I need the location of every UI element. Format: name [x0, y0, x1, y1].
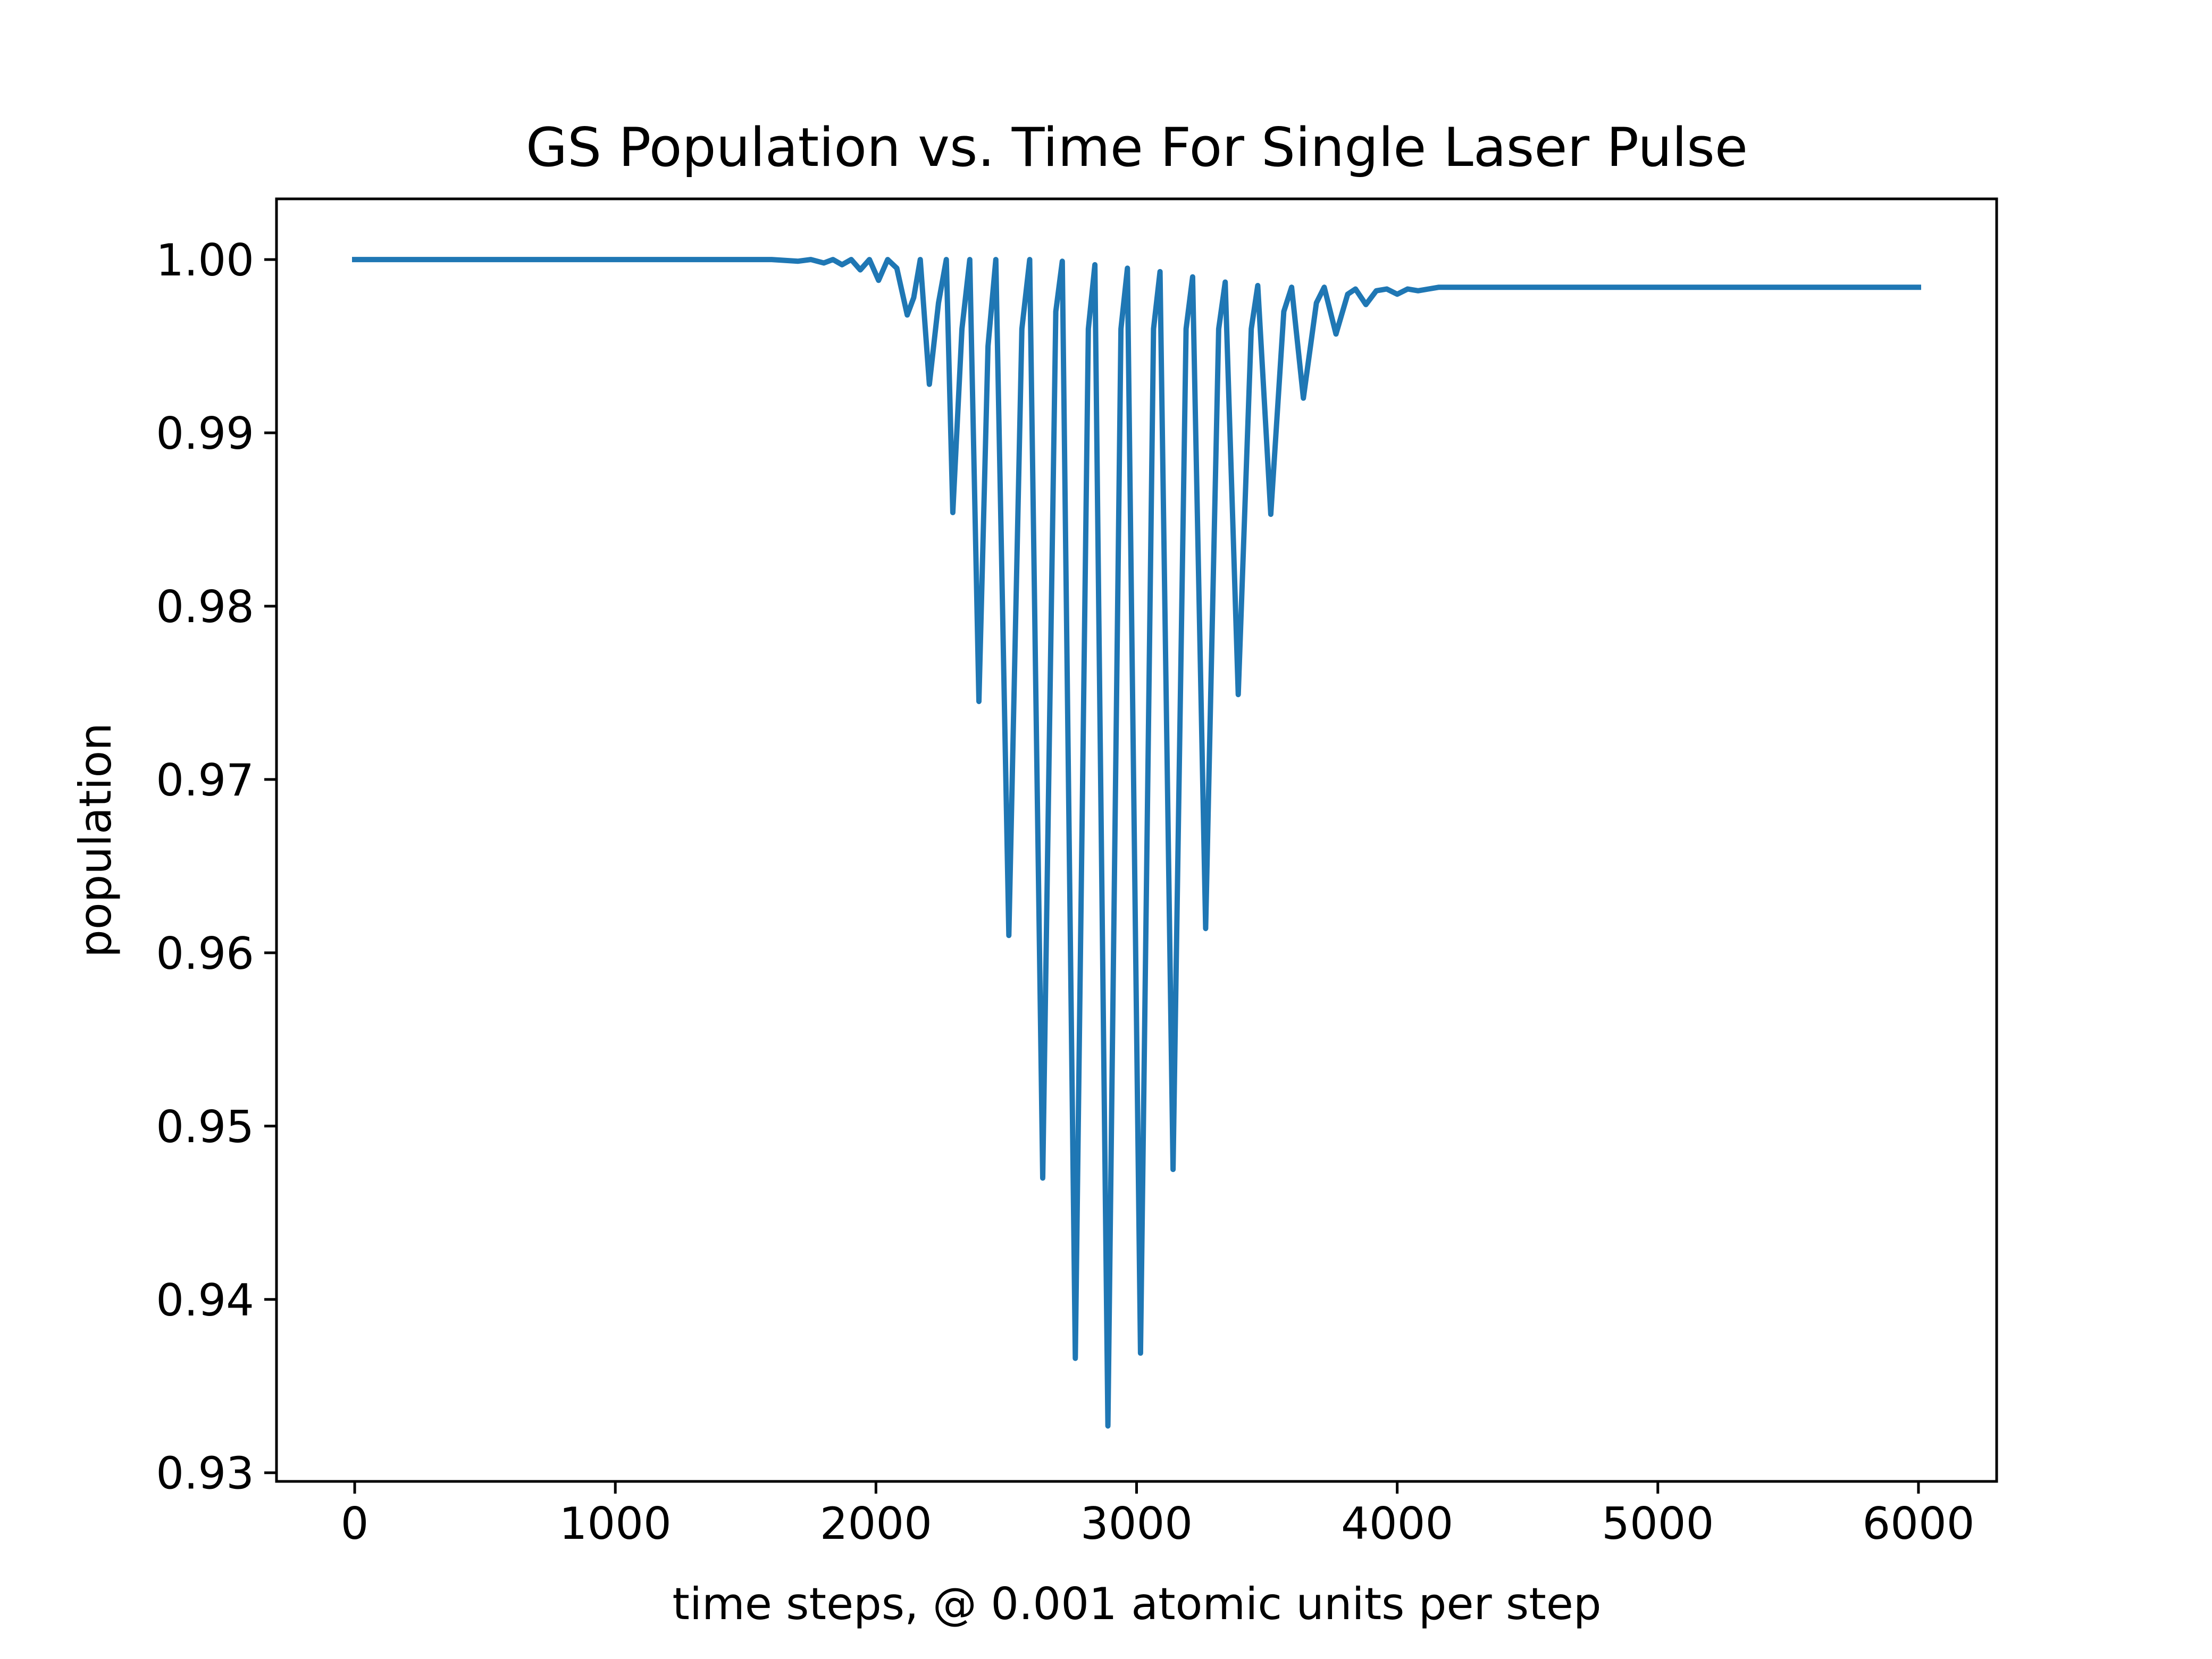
y-axis-label: population: [70, 723, 121, 958]
x-axis: 0 1000 2000 3000 4000 5000 6000: [341, 1481, 1975, 1549]
y-tick-label: 0.98: [156, 581, 254, 633]
y-tick-label: 1.00: [156, 234, 254, 286]
y-tick-label: 0.93: [156, 1448, 254, 1499]
x-tick-label: 1000: [559, 1498, 672, 1549]
x-tick-label: 0: [341, 1498, 369, 1549]
x-tick-label: 6000: [1862, 1498, 1974, 1549]
chart-title: GS Population vs. Time For Single Laser …: [526, 116, 1748, 179]
x-tick-label: 3000: [1080, 1498, 1193, 1549]
series-line: [352, 257, 1921, 1429]
x-tick-label: 2000: [820, 1498, 932, 1549]
y-tick-label: 0.96: [156, 928, 254, 979]
y-axis: 0.93 0.94 0.95 0.96 0.97 0.98 0.99 1.00: [156, 234, 276, 1499]
y-tick-label: 0.99: [156, 408, 254, 459]
y-tick-label: 0.95: [156, 1101, 254, 1153]
x-axis-label: time steps, @ 0.001 atomic units per ste…: [672, 1578, 1601, 1630]
x-tick-label: 4000: [1341, 1498, 1453, 1549]
x-tick-label: 5000: [1602, 1498, 1714, 1549]
y-tick-label: 0.94: [156, 1275, 254, 1326]
y-tick-label: 0.97: [156, 755, 254, 806]
